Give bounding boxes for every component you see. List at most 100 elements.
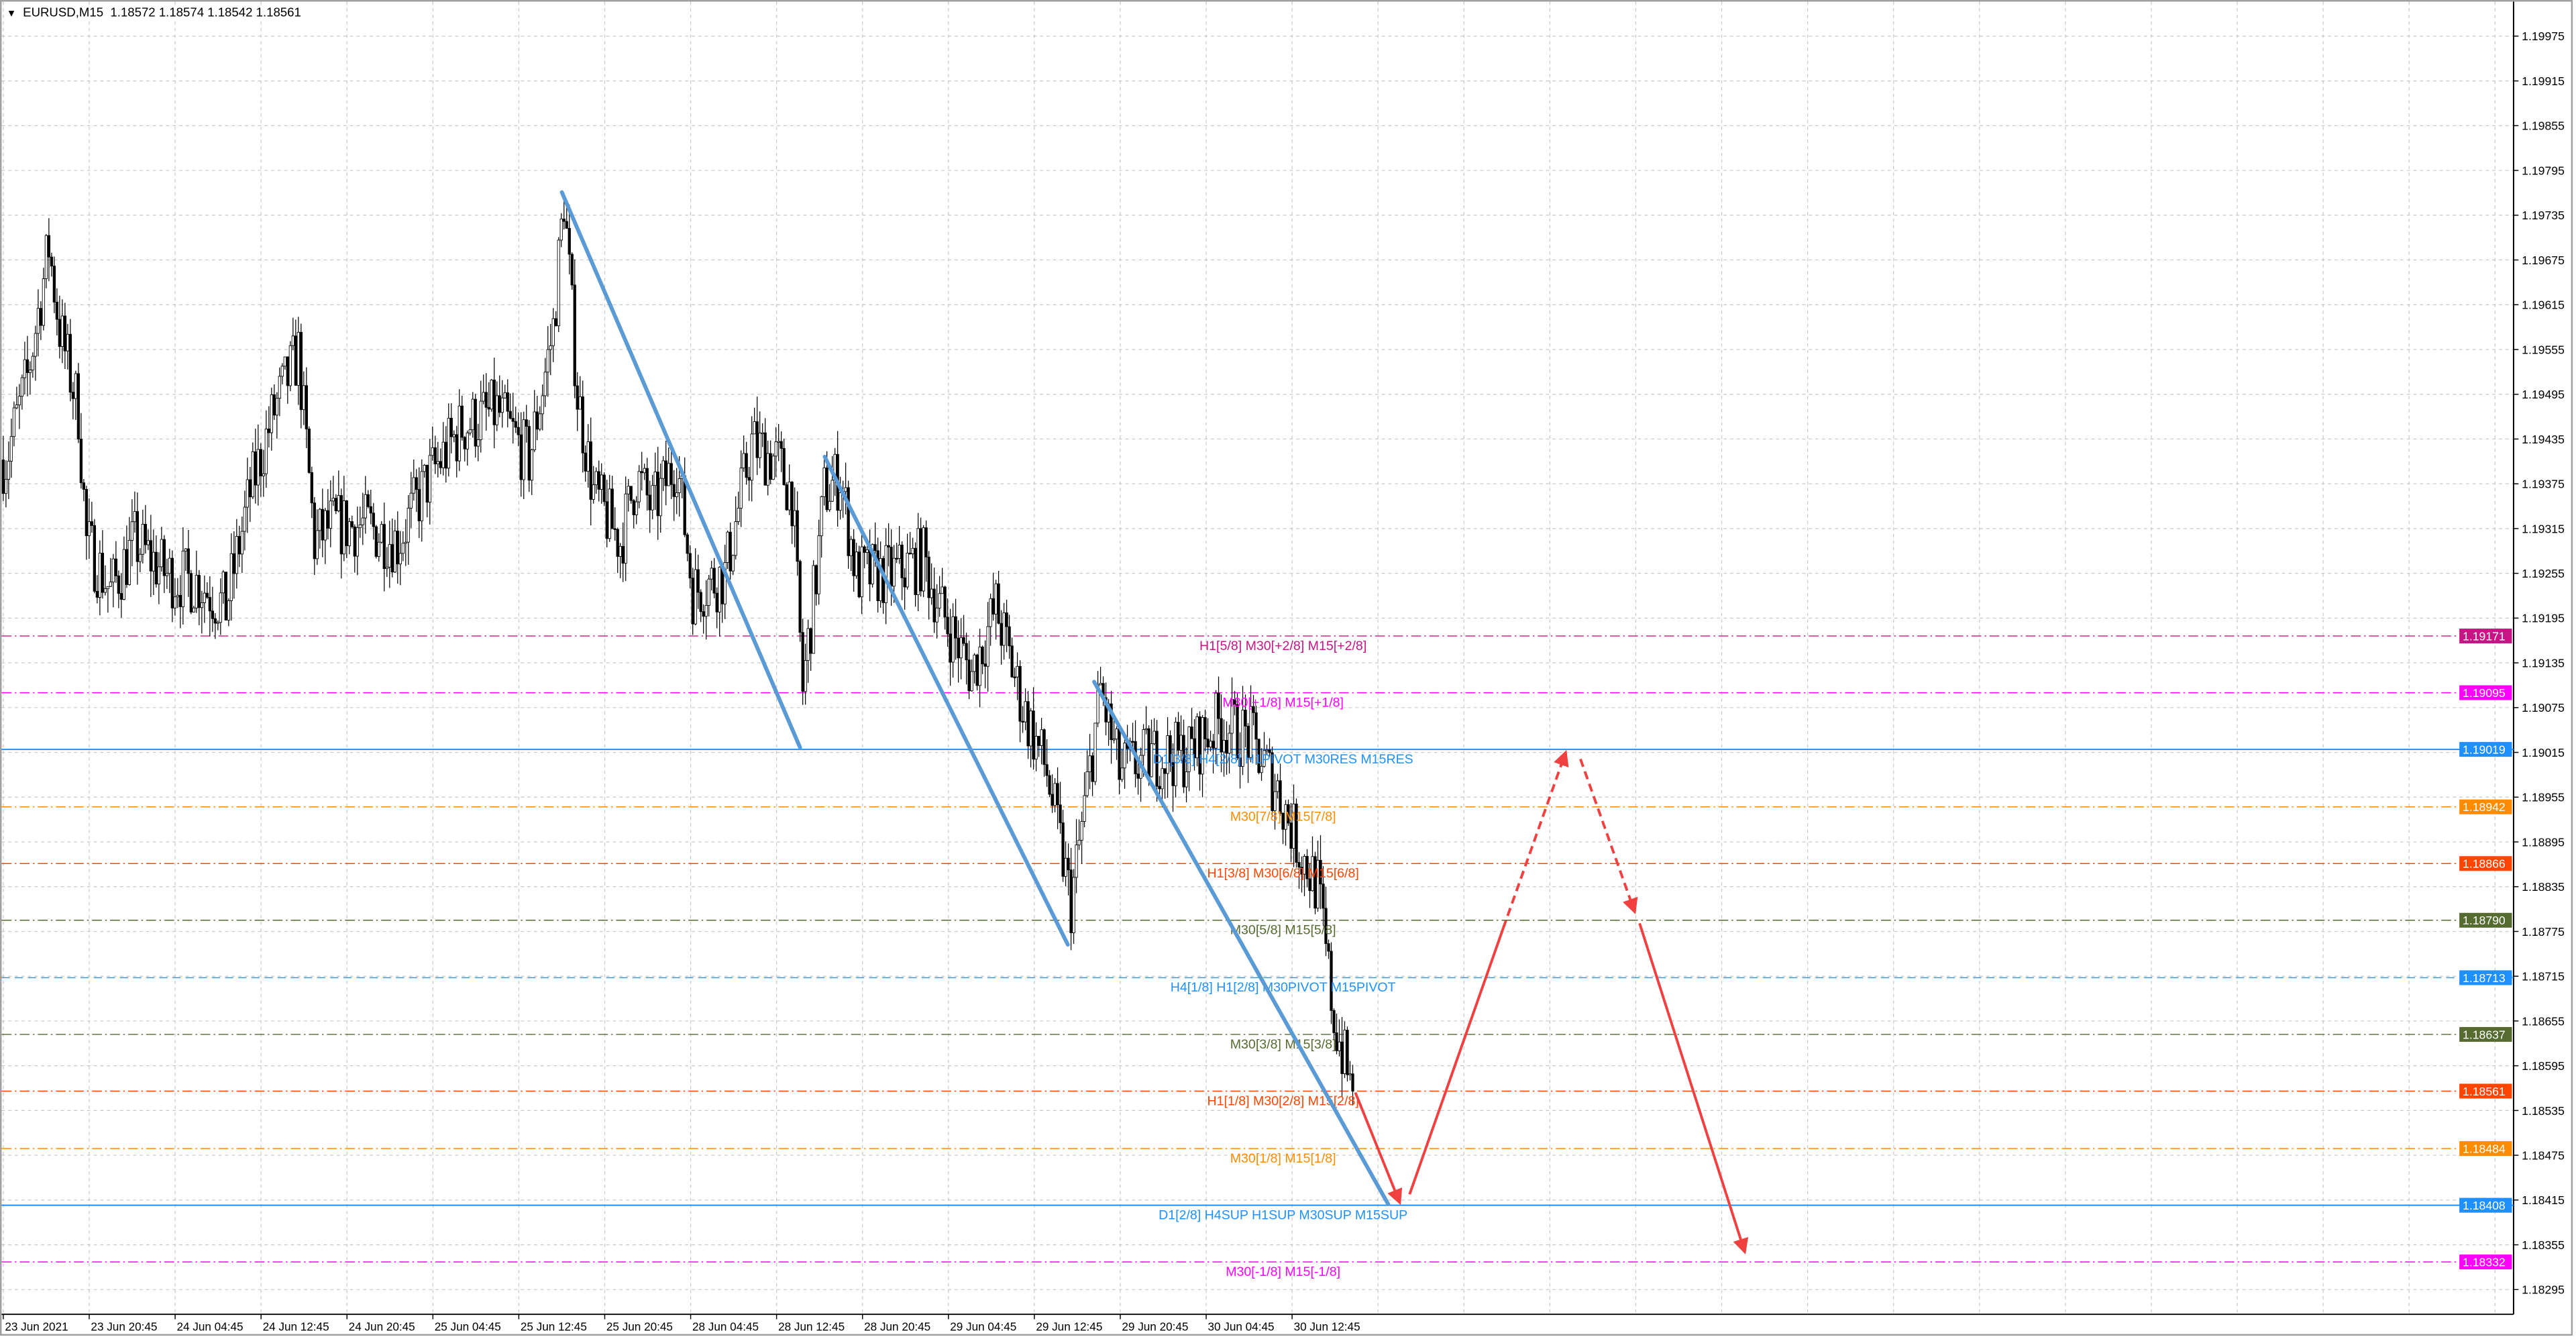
candle-bull <box>753 421 756 435</box>
candle-bear <box>334 498 337 511</box>
candle-bull <box>364 494 367 519</box>
candle-bull <box>788 482 791 511</box>
candle-bull <box>1072 877 1075 933</box>
candle-bull <box>347 521 351 547</box>
candle-bull <box>503 392 506 398</box>
candle-bear <box>782 448 786 486</box>
candle-bull <box>9 436 13 462</box>
candle-bear <box>1067 857 1070 871</box>
level-label: H4[1/8] H1[2/8] M30PIVOT M15PIVOT <box>1171 980 1396 995</box>
level-price-tag <box>2459 1197 2512 1213</box>
candle-bull <box>522 419 525 480</box>
candle-bull <box>678 478 681 493</box>
time-tick-label: 24 Jun 20:45 <box>349 1320 415 1334</box>
candle-bear <box>149 540 152 572</box>
candle-bear <box>1131 741 1134 743</box>
level-price-tag-label: 1.18484 <box>2463 1142 2506 1155</box>
candle-bear <box>691 578 694 625</box>
candle-bull <box>358 524 362 529</box>
candle-bear <box>248 479 252 498</box>
candle-bull <box>74 373 78 399</box>
candle-bear <box>1056 783 1059 806</box>
candle-bull <box>203 592 206 603</box>
candle-bear <box>326 510 329 529</box>
candle-bear <box>932 588 936 623</box>
candle-bull <box>275 398 278 416</box>
price-tick-label: 1.18715 <box>2522 970 2565 983</box>
candle-bull <box>165 573 168 576</box>
candle-bull <box>1029 710 1032 747</box>
candle-bear <box>890 547 893 587</box>
candle-bear <box>868 549 871 585</box>
candle-bull <box>1338 1041 1341 1051</box>
candle-bull <box>986 626 989 667</box>
candle-bull <box>1187 727 1191 772</box>
candle-bull <box>951 616 955 663</box>
candle-bull <box>235 536 238 574</box>
candle-bull <box>1120 767 1124 780</box>
candle-bull <box>173 596 176 608</box>
candle-bear <box>914 547 917 595</box>
candle-bull <box>667 463 670 486</box>
candle-bull <box>1201 717 1204 775</box>
candle-bear <box>629 486 633 501</box>
candle-bull <box>264 429 268 474</box>
candle-bull <box>130 521 134 541</box>
price-tick-label: 1.18475 <box>2522 1148 2565 1162</box>
candle-bull <box>941 586 944 594</box>
candle-bull <box>1273 791 1277 811</box>
forecast-arrow <box>1501 749 1569 929</box>
candle-bull <box>906 553 909 588</box>
candle-bull <box>1142 729 1145 756</box>
price-tick-label: 1.19435 <box>2522 433 2565 446</box>
candle-bear <box>1327 943 1330 952</box>
candle-bull <box>423 465 426 472</box>
candle-bear <box>455 434 458 462</box>
candle-bear <box>259 449 262 476</box>
candle-bear <box>927 556 930 598</box>
candle-bull <box>533 411 536 451</box>
candle-bear <box>900 545 904 578</box>
candle-bull <box>1303 856 1306 875</box>
candle-bear <box>449 417 453 437</box>
time-tick-label: 29 Jun 04:45 <box>950 1320 1016 1334</box>
candle-bear <box>997 583 1000 624</box>
candle-bear <box>1268 749 1271 753</box>
candle-bull <box>1115 729 1118 740</box>
candle-bear <box>967 659 971 692</box>
price-tick-label: 1.18655 <box>2522 1014 2565 1028</box>
candle-bear <box>1217 692 1220 719</box>
candle-bull <box>393 531 396 573</box>
candle-bull <box>530 449 533 481</box>
candle-bear <box>1190 727 1193 739</box>
candle-bear <box>1198 716 1201 775</box>
candle-bear <box>71 392 75 399</box>
price-tick-label: 1.19135 <box>2522 656 2565 670</box>
candle-bull <box>742 453 745 469</box>
candle-bull <box>1214 692 1218 749</box>
candle-bear <box>763 432 767 486</box>
candle-bear <box>1013 676 1016 678</box>
candle-bull <box>106 586 110 590</box>
triangle-down-icon[interactable]: ▼ <box>6 9 17 20</box>
level-label: M30[3/8] M15[3/8] <box>1230 1037 1336 1052</box>
candle-bull <box>865 549 869 553</box>
candle-bull <box>331 498 335 502</box>
candle-bull <box>806 628 810 661</box>
candle-bear <box>632 500 635 515</box>
candle-bear <box>584 452 587 472</box>
candle-bull <box>1099 683 1102 686</box>
candle-bear <box>417 489 421 521</box>
candle-bull <box>1276 780 1279 792</box>
candle-bull <box>1024 701 1027 722</box>
candle-bear <box>975 654 979 686</box>
candle-bear <box>39 308 43 326</box>
candle-bear <box>1346 1030 1349 1075</box>
candle-bear <box>602 474 606 502</box>
candle-bear <box>1177 722 1180 751</box>
candle-bull <box>627 486 630 494</box>
candle-bear <box>755 421 759 458</box>
candle-bull <box>500 397 504 413</box>
candle-bear <box>873 544 877 551</box>
